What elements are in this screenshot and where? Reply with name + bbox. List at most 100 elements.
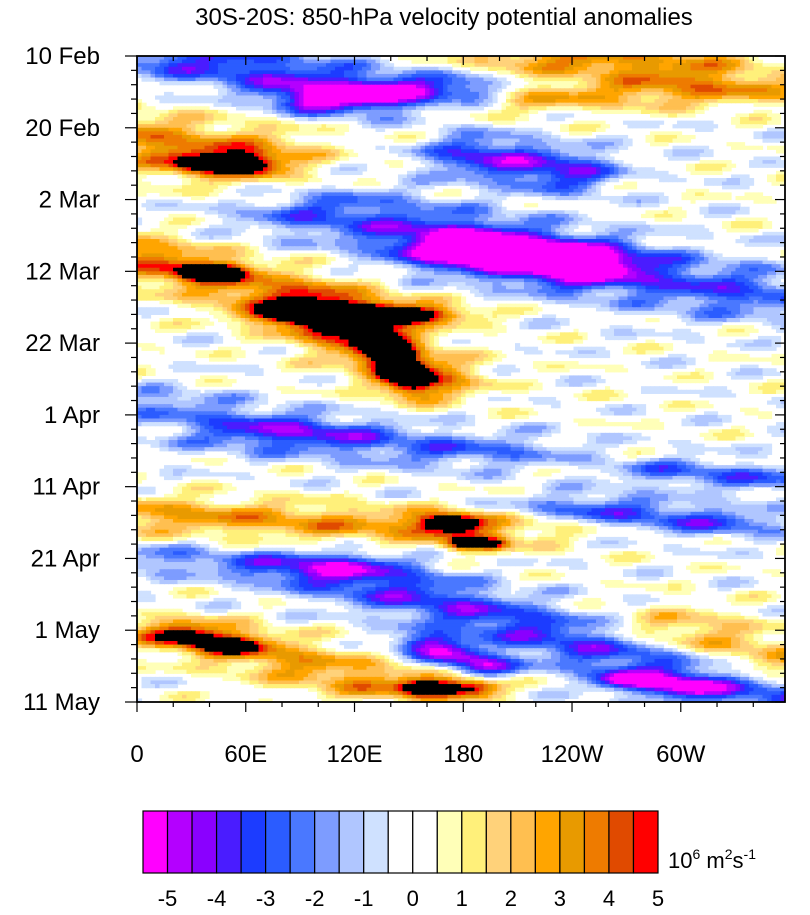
field-cell (776, 73, 782, 79)
field-cell (227, 163, 233, 168)
field-cell (699, 145, 705, 150)
field-cell (195, 124, 201, 129)
field-cell (398, 124, 404, 129)
field-cell (587, 188, 593, 193)
field-cell (438, 160, 444, 165)
field-cell (735, 63, 741, 68)
field-cell (384, 102, 390, 107)
field-cell (425, 70, 431, 75)
field-cell (542, 77, 548, 82)
field-cell (641, 213, 647, 219)
field-cell (299, 102, 305, 107)
field-cell (398, 210, 404, 215)
field-cell (488, 203, 494, 208)
field-cell (758, 113, 764, 118)
field-cell (659, 56, 665, 61)
field-cell (308, 81, 314, 86)
field-cell (353, 73, 359, 79)
field-cell (227, 138, 233, 143)
field-cell (686, 120, 692, 125)
field-cell (546, 84, 552, 89)
field-cell (191, 195, 197, 201)
field-cell (708, 91, 714, 97)
field-cell (614, 163, 620, 168)
field-cell (753, 134, 759, 140)
field-cell (609, 109, 615, 115)
field-cell (411, 152, 417, 158)
field-cell (384, 134, 390, 140)
field-cell (173, 145, 179, 150)
field-cell (465, 181, 471, 186)
field-cell (560, 213, 566, 219)
field-cell (168, 59, 174, 64)
field-cell (222, 66, 228, 71)
field-cell (659, 102, 665, 107)
field-cell (402, 149, 408, 154)
field-cell (483, 167, 489, 172)
field-cell (438, 127, 444, 132)
field-cell (168, 142, 174, 147)
field-cell (614, 70, 620, 75)
field-cell (321, 56, 327, 61)
field-cell (722, 66, 728, 71)
field-cell (272, 167, 278, 172)
field-cell (600, 152, 606, 158)
field-cell (506, 152, 512, 158)
field-cell (317, 178, 323, 183)
field-cell (488, 185, 494, 190)
field-cell (555, 167, 561, 172)
field-cell (429, 56, 435, 61)
field-cell (312, 99, 318, 104)
field-cell (335, 63, 341, 68)
field-cell (614, 56, 620, 61)
field-cell (461, 152, 467, 158)
field-cell (164, 156, 170, 161)
field-cell (290, 210, 296, 215)
field-cell (249, 81, 255, 86)
field-cell (438, 81, 444, 86)
field-cell (218, 185, 224, 190)
field-cell (506, 188, 512, 193)
field-cell (573, 188, 579, 193)
field-cell (546, 59, 552, 64)
field-cell (681, 77, 687, 82)
field-cell (240, 156, 246, 161)
field-cell (758, 156, 764, 161)
field-cell (312, 145, 318, 150)
field-cell (204, 77, 210, 82)
field-cell (681, 124, 687, 129)
field-cell (731, 206, 737, 211)
field-cell (681, 99, 687, 104)
field-cell (375, 213, 381, 219)
field-cell (690, 99, 696, 104)
field-cell (254, 178, 260, 183)
field-cell (339, 156, 345, 161)
field-cell (780, 84, 786, 89)
field-cell (636, 91, 642, 97)
field-cell (195, 99, 201, 104)
field-cell (366, 124, 372, 129)
field-cell (560, 95, 566, 100)
field-cell (290, 213, 296, 219)
field-cell (542, 142, 548, 147)
field-cell (254, 120, 260, 125)
field-cell (375, 217, 381, 222)
field-cell (312, 56, 318, 61)
field-cell (461, 213, 467, 219)
field-cell (407, 73, 413, 79)
field-cell (240, 66, 246, 71)
field-cell (452, 156, 458, 161)
field-cell (141, 109, 147, 115)
field-cell (236, 142, 242, 147)
field-cell (393, 95, 399, 100)
field-cell (492, 192, 498, 197)
field-cell (465, 163, 471, 168)
field-cell (420, 77, 426, 82)
field-cell (776, 117, 782, 122)
field-cell (717, 73, 723, 79)
field-cell (299, 81, 305, 86)
field-cell (767, 102, 773, 107)
field-cell (186, 142, 192, 147)
field-cell (578, 88, 584, 93)
field-cell (159, 145, 165, 150)
